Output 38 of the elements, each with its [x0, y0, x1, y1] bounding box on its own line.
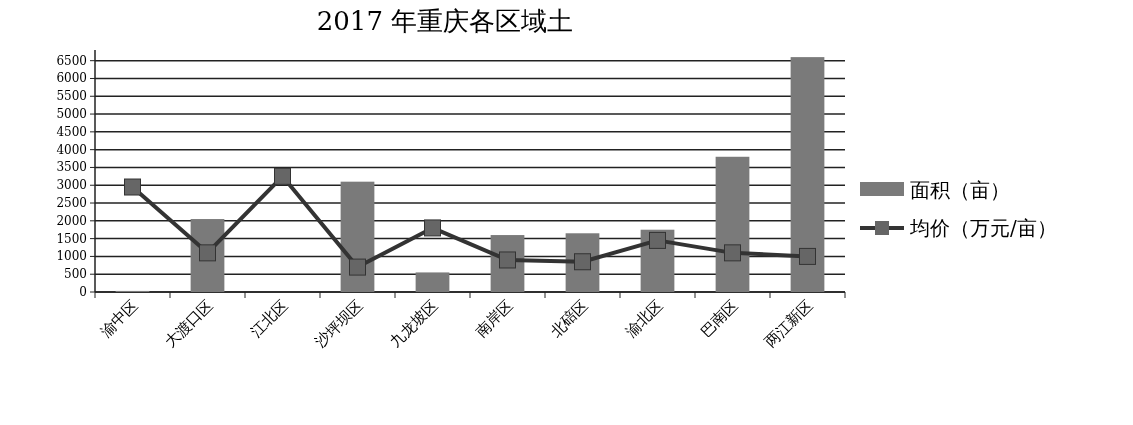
x-tick-label: 巴南区	[696, 296, 742, 341]
y-tick-label: 5500	[56, 89, 87, 104]
x-tick-label: 渝中区	[96, 296, 142, 341]
y-tick-label: 2500	[56, 196, 87, 211]
x-tick-label: 两江新区	[761, 296, 817, 352]
point	[799, 247, 816, 265]
point	[124, 178, 141, 196]
x-tick-label: 江北区	[246, 296, 292, 341]
y-tick-label: 2000	[56, 213, 87, 228]
x-tick-label: 北碚区	[546, 296, 592, 341]
point	[199, 244, 216, 262]
chart-title: 2017 年重庆各区域土	[316, 6, 574, 36]
y-tick-label: 3500	[56, 160, 87, 175]
legend-label: 面积（亩）	[910, 178, 1010, 202]
x-tick-label: 渝北区	[621, 296, 667, 341]
x-tick-label: 沙坪坝区	[311, 296, 367, 352]
point	[274, 167, 291, 185]
y-tick-label: 500	[64, 267, 87, 282]
y-tick-label: 1500	[56, 231, 87, 246]
y-tick-label: 0	[79, 285, 87, 299]
y-tick-label: 1000	[56, 249, 87, 264]
bar	[715, 156, 750, 292]
y-tick-label: 5000	[56, 107, 87, 122]
point	[724, 244, 741, 262]
y-tick-label: 4500	[56, 124, 87, 139]
bar	[790, 57, 825, 292]
x-tick-label: 大渡口区	[161, 296, 217, 352]
x-tick-label: 南岸区	[471, 296, 517, 341]
y-tick-label: 6500	[56, 53, 87, 68]
x-tick-label: 九龙坡区	[386, 296, 442, 352]
y-tick-label: 3000	[56, 178, 87, 193]
point	[649, 231, 666, 249]
point	[424, 219, 441, 237]
y-tick-label: 4000	[56, 142, 87, 157]
y-tick-label: 6000	[56, 71, 87, 86]
bar	[415, 272, 450, 292]
legend-label: 均价（万元/亩）	[909, 216, 1057, 240]
point	[349, 258, 366, 276]
